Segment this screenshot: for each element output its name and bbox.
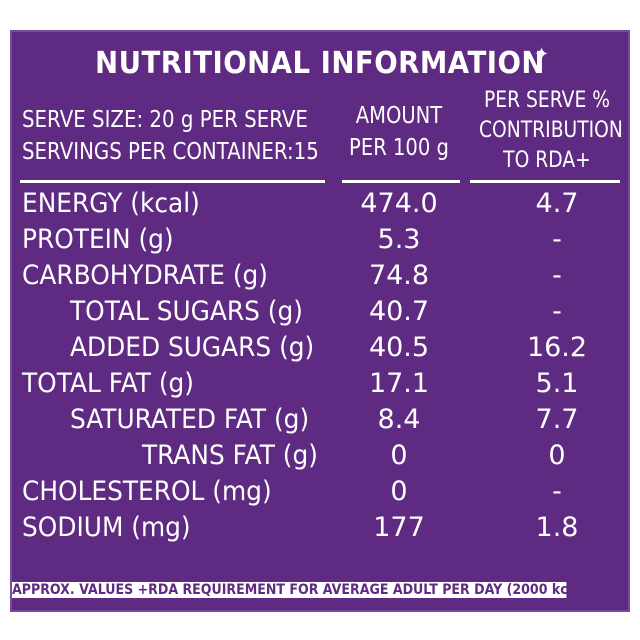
rda-value: 4.7 bbox=[535, 188, 579, 219]
table-row: CARBOHYDRATE (g) 74.8 - bbox=[12, 258, 628, 294]
rda-value: 1.8 bbox=[535, 512, 579, 543]
nutrient-label: ADDED SUGARS (g) bbox=[70, 332, 315, 363]
rda-value: 0 bbox=[548, 440, 566, 471]
serve-info: SERVE SIZE: 20 g PER SERVE SERVINGS PER … bbox=[22, 104, 319, 168]
amount-value: 0 bbox=[390, 440, 408, 471]
rda-value: - bbox=[552, 296, 562, 327]
rda-value: - bbox=[552, 476, 562, 507]
rda-header: PER SERVE % CONTRIBUTION TO RDA+ bbox=[479, 86, 623, 176]
amount-value: 177 bbox=[373, 512, 425, 543]
serve-size: SERVE SIZE: 20 g PER SERVE bbox=[22, 107, 308, 133]
rda-value: - bbox=[552, 260, 562, 291]
rda-header-line1: PER SERVE % bbox=[483, 88, 611, 113]
table-row: TOTAL SUGARS (g) 40.7 - bbox=[12, 294, 628, 330]
nutrient-label: SODIUM (mg) bbox=[22, 512, 191, 543]
footnote: APPROX. VALUES +RDA REQUIREMENT FOR AVER… bbox=[12, 582, 587, 598]
panel-title: NUTRITIONAL INFORMATION bbox=[95, 46, 545, 81]
amount-value: 40.5 bbox=[368, 332, 430, 363]
nutrient-table: ENERGY (kcal) 474.0 4.7 PROTEIN (g) 5.3 … bbox=[12, 186, 628, 546]
amount-header-line1: AMOUNT bbox=[355, 103, 443, 129]
nutrition-panel: NUTRITIONAL INFORMATION ✦ SERVE SIZE: 20… bbox=[10, 30, 630, 612]
rda-header-line2: CONTRIBUTION bbox=[479, 118, 623, 143]
nutrient-label: ENERGY (kcal) bbox=[22, 188, 200, 219]
star-icon: ✦ bbox=[534, 44, 550, 65]
rda-header-line3: TO RDA+ bbox=[503, 148, 591, 173]
amount-value: 17.1 bbox=[368, 368, 430, 399]
rda-value: 5.1 bbox=[535, 368, 579, 399]
amount-value: 74.8 bbox=[368, 260, 430, 291]
amount-value: 8.4 bbox=[377, 404, 421, 435]
header-divider-left bbox=[20, 180, 325, 183]
rda-value: - bbox=[552, 224, 562, 255]
table-row: SODIUM (mg) 177 1.8 bbox=[12, 510, 628, 546]
nutrient-label: TRANS FAT (g) bbox=[142, 440, 318, 471]
table-row: SATURATED FAT (g) 8.4 7.7 bbox=[12, 402, 628, 438]
table-row: PROTEIN (g) 5.3 - bbox=[12, 222, 628, 258]
nutrient-label: TOTAL FAT (g) bbox=[22, 368, 194, 399]
amount-value: 0 bbox=[390, 476, 408, 507]
table-row: CHOLESTEROL (mg) 0 - bbox=[12, 474, 628, 510]
table-row: TRANS FAT (g) 0 0 bbox=[12, 438, 628, 474]
amount-value: 474.0 bbox=[360, 188, 438, 219]
servings-per-container: SERVINGS PER CONTAINER:15 bbox=[22, 139, 319, 165]
rda-value: 16.2 bbox=[526, 332, 588, 363]
nutrient-label: CHOLESTEROL (mg) bbox=[22, 476, 272, 507]
table-row: ENERGY (kcal) 474.0 4.7 bbox=[12, 186, 628, 222]
nutrient-label: TOTAL SUGARS (g) bbox=[70, 296, 303, 327]
nutrient-label: SATURATED FAT (g) bbox=[70, 404, 310, 435]
nutrient-label: PROTEIN (g) bbox=[22, 224, 174, 255]
header-divider-right bbox=[470, 180, 620, 183]
header-divider-mid bbox=[342, 180, 460, 183]
table-row: ADDED SUGARS (g) 40.5 16.2 bbox=[12, 330, 628, 366]
rda-value: 7.7 bbox=[535, 404, 579, 435]
amount-header: AMOUNT PER 100 g bbox=[348, 100, 450, 164]
amount-value: 40.7 bbox=[368, 296, 430, 327]
amount-header-line2: PER 100 g bbox=[349, 135, 449, 161]
table-row: TOTAL FAT (g) 17.1 5.1 bbox=[12, 366, 628, 402]
nutrient-label: CARBOHYDRATE (g) bbox=[22, 260, 268, 291]
amount-value: 5.3 bbox=[377, 224, 421, 255]
